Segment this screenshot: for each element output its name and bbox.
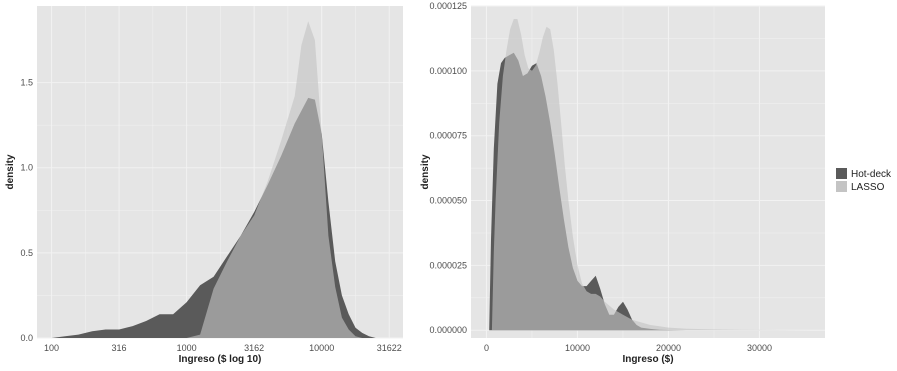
left-x-tick-label: 3162	[244, 343, 264, 353]
right-y-tick-label: 0.000025	[429, 260, 467, 270]
right-y-tick-label: 0.000050	[429, 196, 467, 206]
left-x-axis-label: Ingreso ($ log 10)	[179, 354, 262, 365]
right-density-areas	[489, 19, 815, 331]
legend-label-hot-deck: Hot-deck	[851, 169, 892, 180]
right-x-tick-label: 30000	[747, 343, 772, 353]
left-tick-labels: 100 316 1000 3162 10000 31622 0.0 0.5 1.0 1.5	[20, 78, 401, 353]
right-x-tick-label: 20000	[656, 343, 681, 353]
legend-key-hot-deck	[836, 168, 847, 179]
right-y-tick-label: 0.000125	[429, 1, 467, 11]
right-y-tick-label: 0.000100	[429, 66, 467, 76]
left-y-tick-label: 1.5	[20, 78, 33, 88]
left-x-tick-label: 316	[112, 343, 127, 353]
legend-label-lasso: LASSO	[851, 182, 885, 193]
left-panel: 100 316 1000 3162 10000 31622 0.0 0.5 1.0 1.5 Ing…	[5, 6, 403, 365]
legend-key-lasso	[836, 181, 847, 192]
right-x-axis-label: Ingreso ($)	[622, 354, 673, 365]
right-area-lasso	[491, 19, 815, 331]
legend: Hot-deck LASSO	[836, 168, 892, 193]
left-y-tick-label: 1.0	[20, 163, 33, 173]
right-panel: 0 10000 20000 30000 0.000000 0.000025 0.000050…	[420, 1, 825, 365]
right-y-tick-label: 0.000000	[429, 325, 467, 335]
left-area-lasso	[186, 21, 363, 339]
left-y-tick-label: 0.5	[20, 248, 33, 258]
right-y-tick-label: 0.000075	[429, 131, 467, 141]
left-x-tick-label: 100	[44, 343, 59, 353]
left-x-tick-label: 1000	[177, 343, 197, 353]
right-x-tick-label: 10000	[565, 343, 590, 353]
right-y-axis-label: density	[420, 154, 431, 189]
right-x-tick-label: 0	[484, 343, 489, 353]
left-y-axis-label: density	[5, 154, 16, 189]
left-y-tick-label: 0.0	[20, 333, 33, 343]
left-x-tick-label: 10000	[309, 343, 334, 353]
left-density-areas	[51, 21, 376, 339]
left-x-tick-label: 31622	[377, 343, 402, 353]
right-tick-labels: 0 10000 20000 30000 0.000000 0.000025 0.000050…	[429, 1, 772, 353]
